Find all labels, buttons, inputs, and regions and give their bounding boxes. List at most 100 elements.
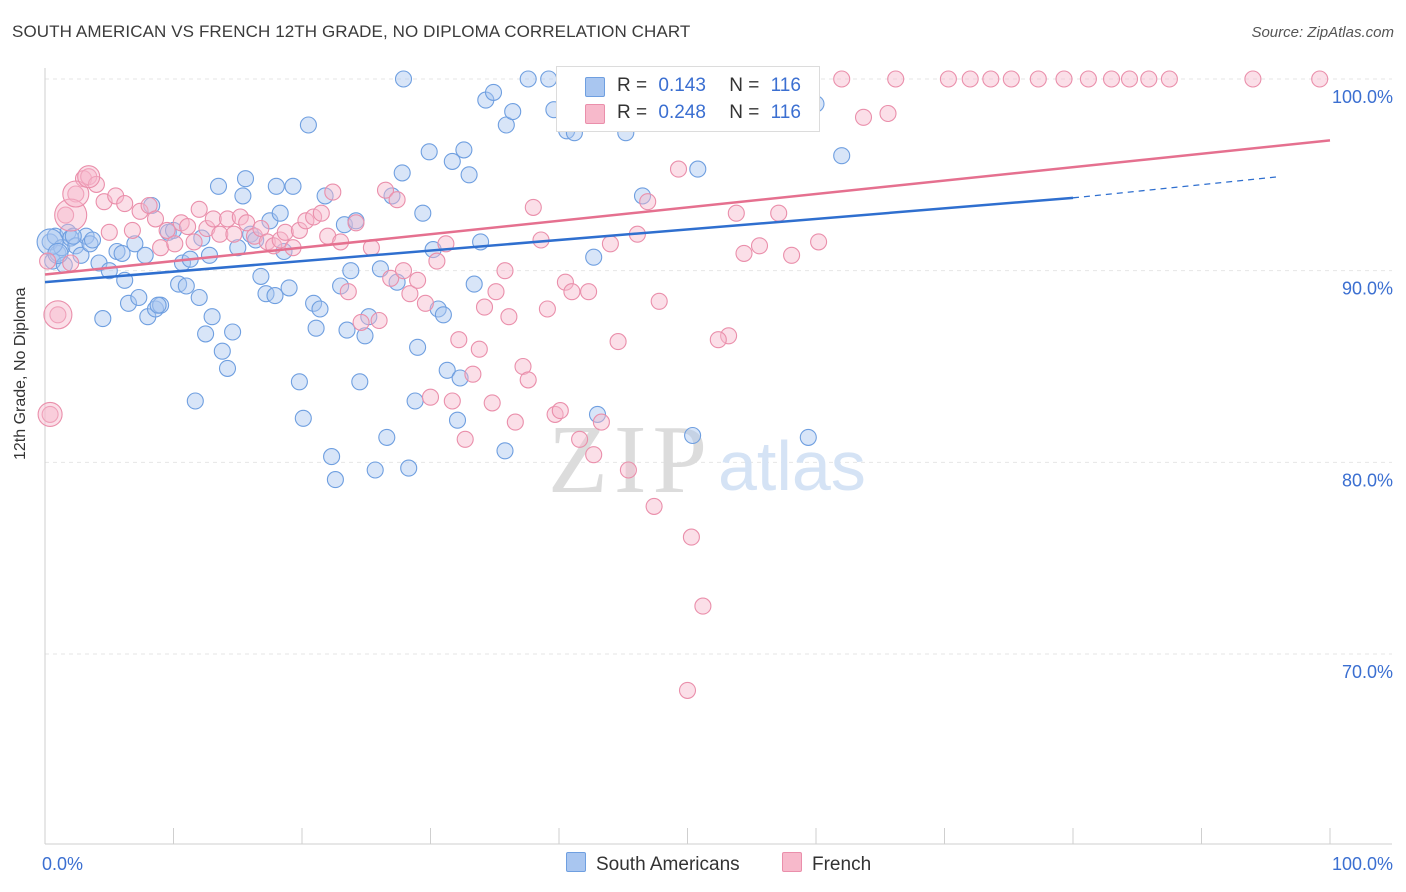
trend-french xyxy=(44,139,1331,276)
point-french-68 xyxy=(496,262,514,280)
point-south-americans-75 xyxy=(400,459,418,477)
point-french-27 xyxy=(218,210,237,228)
point-south-americans-67 xyxy=(356,327,374,345)
cluster-point-2 xyxy=(43,300,73,330)
point-french-117 xyxy=(770,204,788,222)
point-french-2 xyxy=(49,306,67,324)
point-french-5 xyxy=(67,185,85,203)
point-french-83 xyxy=(592,413,610,431)
trend-lines xyxy=(44,139,1331,284)
cluster-point-4 xyxy=(62,180,90,208)
legend-swatch-blue xyxy=(585,77,605,97)
point-south-americans-35 xyxy=(203,308,221,326)
trend-south-americans-solid xyxy=(44,196,1074,284)
point-french-88 xyxy=(639,193,657,211)
trend-south-americans-dashed xyxy=(1072,176,1279,199)
watermark-atlas: atlas xyxy=(718,427,866,505)
series-south-americans xyxy=(36,70,851,489)
point-south-americans-110 xyxy=(833,147,851,165)
point-south-americans-17 xyxy=(119,294,138,312)
point-french-66 xyxy=(483,394,501,412)
bottom-legend-south-americans: South Americans xyxy=(566,852,740,876)
point-french-77 xyxy=(551,402,569,420)
point-french-61 xyxy=(450,331,468,349)
point-french-36 xyxy=(276,223,294,241)
point-french-95 xyxy=(750,237,769,255)
point-south-americans-107 xyxy=(684,426,702,445)
point-south-americans-116 xyxy=(338,321,356,339)
point-south-americans-96 xyxy=(519,70,537,88)
legend-n-value: 116 xyxy=(770,102,801,123)
point-french-118 xyxy=(810,233,828,251)
point-south-americans-84 xyxy=(443,152,461,170)
cluster-point-6 xyxy=(77,165,101,189)
point-french-114 xyxy=(709,331,727,349)
point-french-62 xyxy=(456,430,474,448)
point-french-116 xyxy=(735,244,753,262)
point-south-americans-113 xyxy=(113,244,131,262)
point-french-28 xyxy=(225,225,243,243)
bottom-legend-swatch-pink xyxy=(782,852,802,872)
point-french-81 xyxy=(580,283,598,301)
point-french-113 xyxy=(678,681,697,699)
point-french-14 xyxy=(131,202,149,220)
point-south-americans-56 xyxy=(305,294,323,312)
point-south-americans-20 xyxy=(136,246,154,264)
legend-row-south-americans: R = 0.143 N = 116 xyxy=(585,75,801,99)
point-south-americans-86 xyxy=(451,369,469,387)
point-french-110 xyxy=(1160,70,1178,88)
point-south-americans-74 xyxy=(394,70,413,88)
point-french-98 xyxy=(854,108,873,126)
point-french-85 xyxy=(609,333,627,351)
point-south-americans-33 xyxy=(197,325,215,343)
point-south-americans-87 xyxy=(455,141,473,159)
point-south-americans-37 xyxy=(213,342,231,360)
point-french-119 xyxy=(879,104,897,123)
legend-r-label: R = xyxy=(617,102,648,123)
point-french-102 xyxy=(982,70,1000,88)
point-french-10 xyxy=(100,223,118,241)
legend: R = 0.143 N = 116 R = 0.248 N = 116 xyxy=(556,66,820,132)
point-south-americans-32 xyxy=(190,288,208,307)
point-french-79 xyxy=(563,283,581,301)
point-south-americans-95 xyxy=(504,103,522,121)
point-french-63 xyxy=(464,365,482,383)
grid xyxy=(45,78,1392,655)
point-french-104 xyxy=(1029,70,1047,88)
point-french-89 xyxy=(645,497,663,515)
point-french-22 xyxy=(185,233,203,251)
point-french-84 xyxy=(601,235,619,253)
point-south-americans-54 xyxy=(294,409,312,427)
point-south-americans-88 xyxy=(460,166,478,184)
point-french-108 xyxy=(1120,70,1139,88)
point-french-17 xyxy=(152,239,170,257)
point-french-105 xyxy=(1055,70,1073,88)
point-south-americans-76 xyxy=(406,392,424,410)
point-south-americans-19 xyxy=(130,288,148,307)
point-south-americans-69 xyxy=(366,461,384,479)
point-french-18 xyxy=(158,221,176,239)
point-south-americans-83 xyxy=(438,361,456,379)
point-french-111 xyxy=(1244,70,1262,88)
point-south-americans-118 xyxy=(83,231,102,249)
point-french-115 xyxy=(727,204,745,222)
point-french-75 xyxy=(538,300,556,318)
point-french-56 xyxy=(416,294,434,312)
y-tick-label-80: 80.0% xyxy=(1342,470,1393,490)
y-tick-label-100: 100.0% xyxy=(1332,87,1393,107)
point-south-americans-77 xyxy=(409,338,427,356)
legend-r-value: 0.143 xyxy=(658,75,706,96)
axes xyxy=(44,68,1392,845)
point-french-67 xyxy=(487,283,505,301)
point-south-americans-115 xyxy=(267,177,285,195)
point-french-73 xyxy=(524,198,542,216)
point-south-americans-51 xyxy=(280,279,298,297)
point-french-0 xyxy=(39,252,57,270)
point-french-103 xyxy=(1002,70,1020,88)
point-south-americans-114 xyxy=(193,229,211,247)
point-french-52 xyxy=(388,191,406,209)
point-south-americans-108 xyxy=(689,160,707,178)
point-south-americans-48 xyxy=(266,287,284,305)
point-french-43 xyxy=(324,183,342,201)
